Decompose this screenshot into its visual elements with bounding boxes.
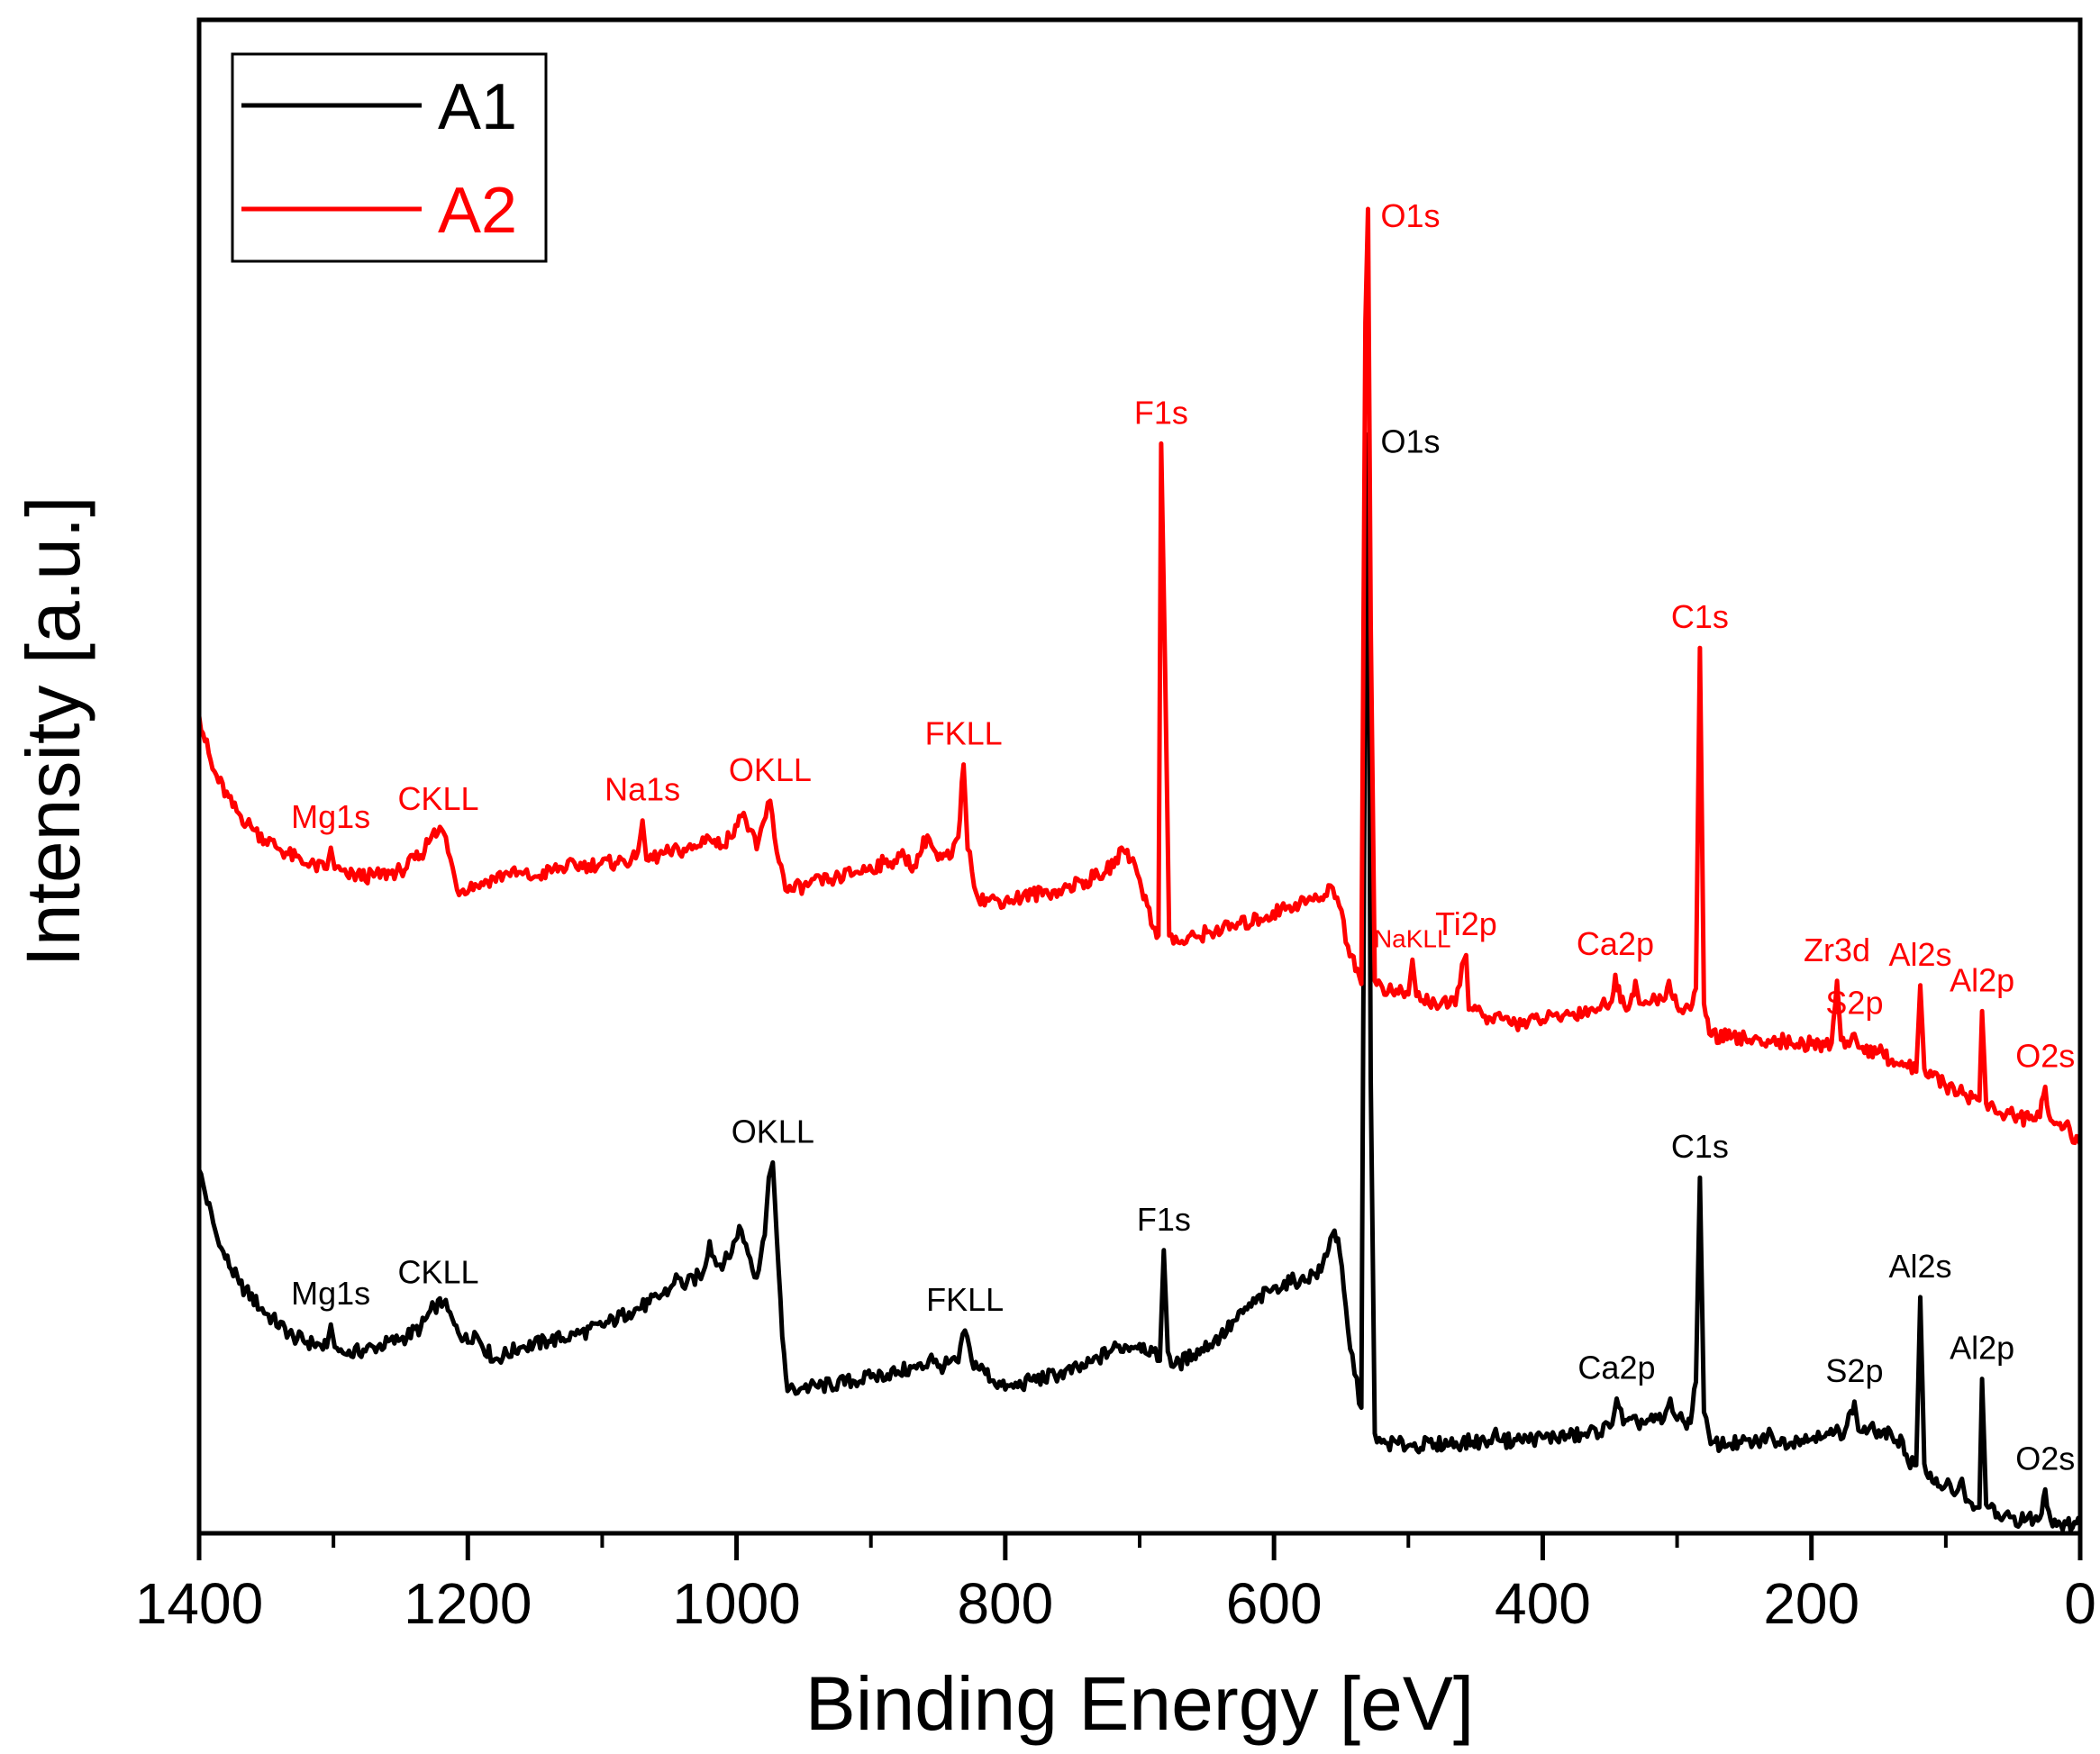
x-tick-label: 1200 xyxy=(404,1571,532,1636)
peak-label-a2-s2p: S2p xyxy=(1825,985,1883,1022)
plot-frame xyxy=(196,17,2083,1536)
peak-label-a2-okll: OKLL xyxy=(729,751,812,788)
peak-label-a1-f1s: F1s xyxy=(1137,1201,1191,1238)
x-tick-label: 800 xyxy=(957,1571,1053,1636)
peak-label-a1-o1s: O1s xyxy=(1381,423,1441,459)
x-tick-label: 200 xyxy=(1763,1571,1859,1636)
peak-label-a2-nakll: NaKLL xyxy=(1374,924,1451,952)
peak-label-a2-ckll: CKLL xyxy=(397,780,478,817)
peak-label-a2-al2p: Al2p xyxy=(1950,961,2014,998)
peak-label-a2-f1s: F1s xyxy=(1134,394,1188,431)
legend-label-a1: A1 xyxy=(438,71,517,143)
peak-label-a1-al2s: Al2s xyxy=(1889,1248,1952,1285)
peak-label-a2-mg1s: Mg1s xyxy=(291,798,370,835)
peak-label-a2-o2s: O2s xyxy=(2015,1037,2075,1074)
peak-label-a2-o1s: O1s xyxy=(1381,197,1441,234)
peak-label-a1-okll: OKLL xyxy=(732,1113,814,1150)
x-axis-title: Binding Energy [eV] xyxy=(805,1661,1474,1746)
peak-label-a1-c1s: C1s xyxy=(1671,1128,1729,1165)
legend-box xyxy=(231,52,548,263)
series-layer xyxy=(196,206,2083,1533)
peak-label-a2-na1s: Na1s xyxy=(605,771,680,808)
peak-label-a1-ca2p: Ca2p xyxy=(1577,1349,1655,1386)
x-tick-label: 1000 xyxy=(672,1571,800,1636)
x-tick-label: 600 xyxy=(1226,1571,1323,1636)
peak-label-a2-ca2p: Ca2p xyxy=(1577,925,1654,962)
series-line-a2 xyxy=(196,206,2083,1146)
x-tick-label: 400 xyxy=(1495,1571,1591,1636)
peak-label-a1-fkll: FKLL xyxy=(926,1281,1004,1318)
x-tick-label: 0 xyxy=(2064,1571,2096,1636)
peak-label-a2-fkll: FKLL xyxy=(925,715,1003,752)
series-line-a1 xyxy=(196,432,2083,1533)
peak-label-a2-zr3d: Zr3d xyxy=(1804,932,1870,968)
y-axis-title: Intensity [a.u.] xyxy=(11,496,95,968)
peak-label-a2-ti2p: Ti2p xyxy=(1435,905,1497,942)
peak-label-a1-ckll: CKLL xyxy=(397,1254,478,1291)
peak-label-a2-al2s: Al2s xyxy=(1889,936,1952,973)
peak-label-a1-s2p: S2p xyxy=(1825,1352,1883,1389)
legend-label-a2: A2 xyxy=(438,175,517,247)
x-tick-label: 1400 xyxy=(135,1571,263,1636)
axis-layer: 1400 1200 1000 800 600 400 200 0 xyxy=(135,1533,2096,1636)
peak-label-a1-o2s: O2s xyxy=(2015,1440,2075,1477)
peak-label-a1-al2p: Al2p xyxy=(1950,1330,2014,1367)
peak-label-a2-c1s: C1s xyxy=(1671,598,1729,635)
annotation-layer: O1sOKLLF1sC1sMg1sCKLLFKLLCa2pAl2sS2pAl2p… xyxy=(291,197,2075,1477)
peak-label-a1-mg1s: Mg1s xyxy=(291,1275,370,1312)
